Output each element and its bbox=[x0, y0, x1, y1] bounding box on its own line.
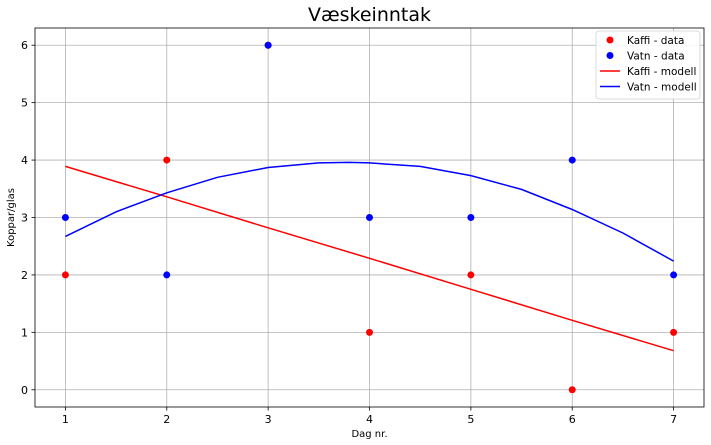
data-point-series-0 bbox=[366, 328, 373, 336]
legend-label: Vatn - modell bbox=[627, 82, 697, 94]
legend-box bbox=[595, 30, 701, 100]
data-point-series-1 bbox=[163, 271, 171, 279]
model-line-1 bbox=[65, 161, 674, 262]
data-point-series-1 bbox=[366, 214, 373, 221]
y-tick-label: 2 bbox=[21, 269, 28, 282]
data-point-series-0 bbox=[670, 328, 678, 336]
x-tick-label: 3 bbox=[265, 413, 272, 426]
y-tick-label: 6 bbox=[21, 39, 28, 52]
data-point-series-1 bbox=[467, 214, 475, 221]
y-tick-label: 3 bbox=[21, 212, 28, 225]
data-point-series-1 bbox=[264, 41, 272, 49]
legend-label: Kaffi - data bbox=[627, 35, 684, 47]
axis-ticks: 1 2 3 4 5 6 7 0 1 2 3 4 5 6 bbox=[21, 39, 677, 426]
y-tick-label: 1 bbox=[21, 326, 28, 339]
data-point-series-0 bbox=[163, 156, 171, 164]
data-point-series-1 bbox=[670, 271, 678, 279]
y-axis-label: Koppar/glas bbox=[6, 188, 17, 247]
x-tick-label: 7 bbox=[670, 413, 677, 426]
data-point-series-0 bbox=[61, 271, 69, 279]
x-tick-label: 1 bbox=[62, 413, 69, 426]
data-point-series-0 bbox=[568, 386, 576, 394]
legend-marker bbox=[606, 36, 614, 44]
model-lines bbox=[65, 161, 674, 352]
legend-marker bbox=[606, 52, 614, 59]
model-line-0 bbox=[65, 165, 674, 352]
y-tick-label: 0 bbox=[21, 384, 28, 397]
legend-label: Vatn - data bbox=[627, 51, 685, 63]
legend: Kaffi - data Vatn - data Kaffi - modell Vat… bbox=[595, 30, 701, 100]
x-tick-label: 6 bbox=[569, 413, 576, 426]
y-tick-label: 5 bbox=[21, 97, 28, 110]
chart-title: Væskeinntak bbox=[308, 4, 431, 26]
y-tick-label: 4 bbox=[21, 154, 28, 167]
x-tick-label: 2 bbox=[163, 413, 170, 426]
x-axis-label: Dag nr. bbox=[351, 429, 387, 440]
grid bbox=[35, 28, 704, 407]
x-tick-label: 4 bbox=[366, 413, 373, 426]
x-tick-label: 5 bbox=[467, 413, 474, 426]
data-points bbox=[61, 41, 678, 394]
legend-label: Kaffi - modell bbox=[627, 66, 696, 78]
data-point-series-1 bbox=[61, 214, 69, 221]
data-point-series-1 bbox=[568, 156, 576, 164]
data-point-series-0 bbox=[467, 271, 475, 279]
